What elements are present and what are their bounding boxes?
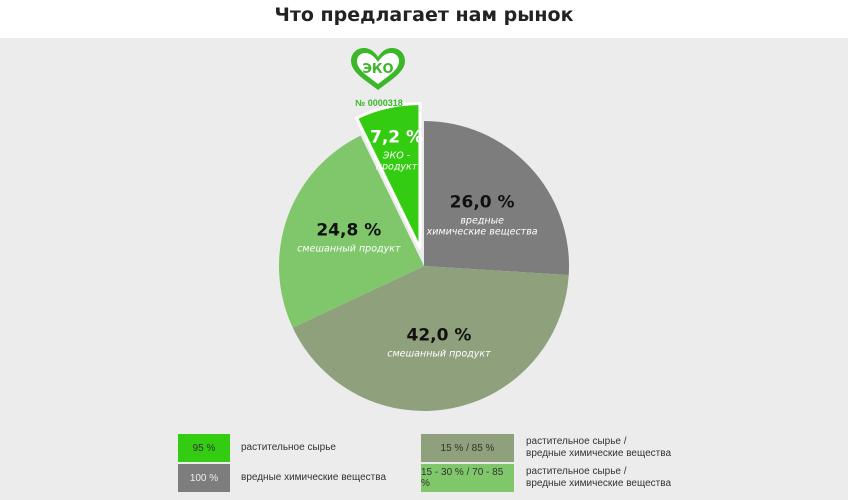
slice-percent: 24,8 % — [316, 220, 381, 240]
slice-label: 42,0 % смешанный продукт — [387, 325, 491, 359]
pie-slice — [354, 101, 422, 250]
eco-logo-text: ЭКО — [362, 62, 393, 77]
pie-slice — [424, 121, 569, 276]
slice-label: 24,8 % смешанный продукт — [297, 220, 401, 254]
eco-certificate-number: № 0000318 — [355, 98, 403, 108]
slice-caption: химические вещества — [426, 226, 538, 237]
slice-caption: ЭКО - — [382, 151, 411, 162]
slice-percent: 7,2 % — [370, 128, 423, 148]
legend-swatch: 100 % — [178, 464, 230, 492]
legend-label: растительное сырье / вредные химические … — [526, 436, 671, 459]
pie-slice — [292, 266, 569, 411]
page-title: Что предлагает нам рынок — [274, 4, 574, 26]
slice-caption: продукт — [376, 162, 418, 173]
chart-panel: 26,0 % вредные химические вещества 42,0 % см… — [0, 38, 848, 500]
slice-caption: смешанный продукт — [297, 243, 401, 254]
slice-percent: 42,0 % — [406, 325, 471, 345]
legend-swatch: 15 - 30 % / 70 - 85 % — [421, 464, 514, 492]
legend-label: вредные химические вещества — [241, 472, 386, 483]
legend-label: растительное сырье — [241, 442, 336, 453]
eco-logo: ЭКО — [351, 48, 405, 90]
slice-caption: вредные — [460, 215, 504, 226]
slice-label: 7,2 % ЭКО -продукт — [370, 128, 423, 173]
legend-swatch: 15 % / 85 % — [421, 434, 514, 462]
slice-percent: 26,0 % — [450, 192, 515, 212]
pie-slice — [279, 135, 424, 328]
legend-label: растительное сырье / вредные химические … — [526, 466, 671, 489]
legend-swatch: 95 % — [178, 434, 230, 462]
slice-caption: смешанный продукт — [387, 348, 491, 359]
